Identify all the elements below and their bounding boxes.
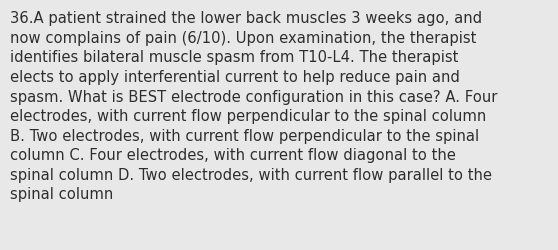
Text: 36.A patient strained the lower back muscles 3 weeks ago, and
now complains of p: 36.A patient strained the lower back mus… <box>10 11 497 202</box>
